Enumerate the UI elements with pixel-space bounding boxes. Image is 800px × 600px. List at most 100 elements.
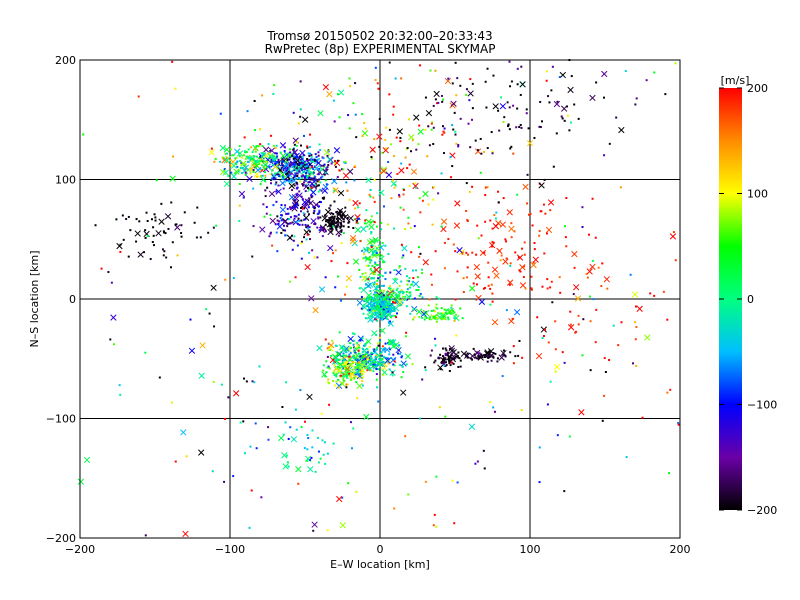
data-point — [433, 513, 436, 516]
data-point — [465, 88, 468, 91]
data-point — [335, 375, 338, 378]
data-point — [674, 62, 677, 65]
data-point-cross — [315, 159, 322, 167]
data-point — [261, 159, 264, 162]
data-point — [338, 358, 341, 361]
data-point — [373, 348, 376, 351]
data-point — [355, 490, 358, 493]
data-point-cross — [522, 183, 529, 190]
data-point — [330, 162, 333, 165]
data-point — [608, 142, 611, 145]
data-point — [487, 284, 490, 287]
data-point — [315, 185, 318, 188]
data-point — [340, 224, 343, 227]
data-point — [373, 293, 376, 296]
data-point — [373, 178, 376, 181]
colorbar-tick-label: 100 — [747, 188, 768, 201]
data-point — [363, 300, 366, 303]
data-point — [437, 357, 440, 360]
data-point — [300, 175, 303, 178]
data-point — [378, 340, 381, 343]
data-point — [386, 293, 389, 296]
data-point — [312, 205, 315, 208]
data-point-cross — [367, 281, 374, 288]
data-point — [363, 298, 366, 301]
data-point — [313, 165, 316, 168]
data-point — [302, 207, 305, 210]
y-tick-label: 0 — [69, 293, 76, 306]
data-point-cross — [301, 116, 309, 123]
data-point — [230, 164, 233, 167]
data-point — [538, 125, 541, 128]
data-point — [290, 234, 293, 237]
data-point — [389, 302, 392, 305]
data-point — [558, 276, 561, 279]
data-point — [405, 335, 408, 338]
data-point — [436, 317, 439, 320]
data-point — [372, 363, 375, 366]
data-point — [391, 374, 394, 377]
data-point — [369, 267, 372, 270]
data-point — [316, 213, 319, 216]
data-point — [322, 364, 325, 367]
data-point-cross — [363, 413, 370, 421]
data-point — [273, 84, 276, 87]
data-point-cross — [444, 77, 452, 85]
data-point — [317, 178, 320, 181]
data-point — [379, 244, 382, 247]
data-point — [354, 113, 357, 116]
data-point-cross — [631, 291, 639, 298]
data-point — [324, 171, 327, 174]
data-point — [366, 225, 369, 228]
data-point — [296, 222, 299, 225]
data-point — [543, 328, 546, 331]
data-point — [412, 318, 415, 321]
data-point — [267, 438, 270, 441]
data-point-cross — [292, 202, 299, 209]
data-point — [401, 301, 404, 304]
data-point — [377, 344, 380, 347]
data-point — [512, 362, 515, 365]
data-point — [272, 176, 275, 179]
data-point — [397, 349, 400, 352]
data-point — [330, 212, 333, 215]
data-point — [672, 231, 675, 234]
data-point — [431, 121, 434, 124]
data-point — [364, 256, 367, 259]
data-point — [304, 218, 307, 221]
data-point — [339, 374, 342, 377]
data-point — [377, 368, 380, 371]
data-point — [528, 213, 531, 216]
data-point-cross — [335, 367, 342, 374]
data-point — [373, 310, 376, 313]
data-point — [393, 268, 396, 271]
data-point — [300, 219, 303, 222]
data-point — [376, 295, 379, 298]
data-point — [286, 212, 289, 215]
data-point — [409, 312, 412, 315]
data-point — [180, 224, 183, 227]
data-point-cross — [589, 263, 596, 271]
data-point — [332, 379, 335, 382]
data-point — [405, 290, 408, 293]
data-point — [388, 368, 391, 371]
data-point — [413, 297, 416, 300]
data-point — [419, 292, 422, 295]
data-point — [274, 146, 277, 149]
data-point — [399, 206, 402, 209]
data-point — [377, 362, 380, 365]
data-point — [378, 145, 381, 148]
data-point — [340, 299, 343, 302]
data-point — [634, 321, 637, 324]
data-point — [322, 197, 325, 200]
data-point — [352, 227, 355, 230]
data-point-cross — [540, 326, 547, 333]
data-point — [129, 229, 132, 232]
data-point — [342, 373, 345, 376]
data-point — [347, 114, 350, 117]
data-point — [494, 352, 497, 355]
data-point — [313, 160, 316, 163]
data-point — [400, 356, 403, 359]
data-point-cross — [158, 218, 165, 225]
data-point — [368, 366, 371, 369]
